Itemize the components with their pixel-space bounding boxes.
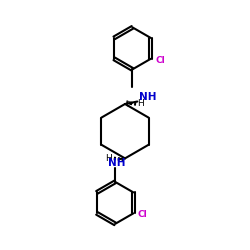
Text: NH: NH	[108, 158, 125, 168]
Text: Cl: Cl	[155, 56, 165, 64]
Text: H: H	[137, 99, 144, 108]
Text: NH: NH	[138, 92, 156, 102]
Text: Cl: Cl	[138, 210, 147, 219]
Text: H: H	[105, 154, 112, 163]
